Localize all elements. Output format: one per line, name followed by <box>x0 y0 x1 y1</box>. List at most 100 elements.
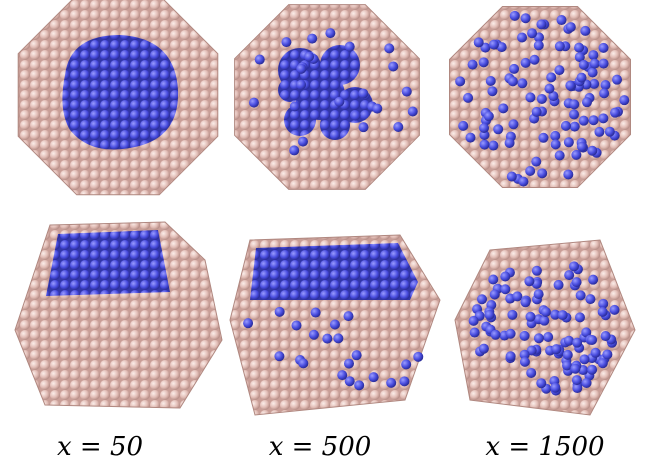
blue-atom <box>309 330 319 340</box>
blue-atom <box>530 55 540 65</box>
blue-atom <box>489 40 499 50</box>
blue-atom <box>588 67 598 77</box>
blue-atom <box>455 76 465 86</box>
blue-cluster <box>284 104 316 136</box>
blue-atom <box>591 348 601 358</box>
blue-atom <box>564 270 574 280</box>
blue-atom <box>486 76 496 86</box>
blue-atom <box>534 333 544 343</box>
blue-atom <box>372 104 382 114</box>
blue-atom <box>517 33 527 43</box>
blue-atom <box>546 72 556 82</box>
blue-atom <box>585 294 595 304</box>
blue-atom <box>564 137 574 147</box>
blue-atom <box>493 124 503 134</box>
blue-atom <box>474 37 484 47</box>
blue-atom <box>463 93 473 103</box>
blue-atom <box>484 111 494 121</box>
blue-atom <box>521 58 531 68</box>
blue-atom <box>469 316 479 326</box>
blue-atom <box>619 95 629 105</box>
blue-atom <box>344 311 354 321</box>
figure: x = 50 x = 500 x = 1500 <box>0 0 649 468</box>
blue-atom <box>488 275 498 285</box>
blue-atom <box>345 42 355 52</box>
blue-atom <box>322 334 332 344</box>
blue-atom <box>298 137 308 147</box>
blue-atom <box>550 383 560 393</box>
blue-atom <box>570 364 580 374</box>
blue-atom <box>480 140 490 150</box>
blue-atom <box>598 113 608 123</box>
blue-atom <box>532 107 542 117</box>
blue-atom <box>479 344 489 354</box>
blue-atom <box>588 275 598 285</box>
blue-atom <box>554 280 564 290</box>
blue-atom <box>577 142 587 152</box>
blue-atom <box>325 28 335 38</box>
blue-atom <box>458 121 468 131</box>
blue-atom <box>508 76 518 86</box>
blue-atom <box>579 60 589 70</box>
blue-atom <box>557 15 567 25</box>
blue-atom <box>520 331 530 341</box>
blue-atom <box>531 157 541 167</box>
blue-atom <box>580 26 590 36</box>
blue-atom <box>534 40 544 50</box>
blue-atom <box>555 150 565 160</box>
blue-atom <box>488 141 498 151</box>
blue-atom <box>505 138 515 148</box>
blue-atom <box>517 78 527 88</box>
blue-atom <box>569 109 579 119</box>
blue-atom <box>558 310 568 320</box>
blue-atom <box>333 333 343 343</box>
blue-atom <box>598 358 608 368</box>
blue-atom <box>594 127 604 137</box>
blue-atom <box>402 87 412 97</box>
blue-atom <box>582 97 592 107</box>
blue-atom <box>388 61 398 71</box>
blue-atom <box>610 305 620 315</box>
blue-atom <box>520 357 530 367</box>
blue-atom <box>487 86 497 96</box>
blue-atom <box>574 43 584 53</box>
caption: x = 1500 <box>485 432 604 462</box>
blue-atom <box>334 97 344 107</box>
blue-atom <box>599 43 609 53</box>
blue-atom <box>465 133 475 143</box>
blue-atom <box>526 312 536 322</box>
blue-layer <box>46 230 170 296</box>
blue-atom <box>330 319 340 329</box>
blue-atom <box>274 351 284 361</box>
blue-atom <box>500 284 510 294</box>
blue-atom <box>525 92 535 102</box>
blue-atom <box>579 354 589 364</box>
blue-atom <box>290 101 300 111</box>
blue-atom <box>479 123 489 133</box>
blue-atom <box>576 290 586 300</box>
blue-atom <box>587 365 597 375</box>
blue-atom <box>572 338 582 348</box>
blue-atom <box>512 291 522 301</box>
blue-atom <box>589 115 599 125</box>
blue-atom <box>601 331 611 341</box>
blue-atom <box>289 145 299 155</box>
blue-atom <box>369 372 379 382</box>
blue-atom <box>292 320 302 330</box>
blue-atom <box>554 65 564 75</box>
blue-atom <box>498 103 508 113</box>
blue-atom <box>539 316 549 326</box>
blue-atom <box>401 359 411 369</box>
blue-atom <box>587 146 597 156</box>
blue-atom <box>565 81 575 91</box>
blue-atom <box>311 308 321 318</box>
caption: x = 500 <box>269 432 372 462</box>
blue-atom <box>555 41 565 51</box>
blue-atom <box>527 28 537 38</box>
blue-core <box>62 35 178 150</box>
blue-atom <box>352 350 362 360</box>
blue-atom <box>509 64 519 74</box>
blue-atom <box>354 380 364 390</box>
blue-atom <box>582 378 592 388</box>
blue-atom <box>543 332 553 342</box>
